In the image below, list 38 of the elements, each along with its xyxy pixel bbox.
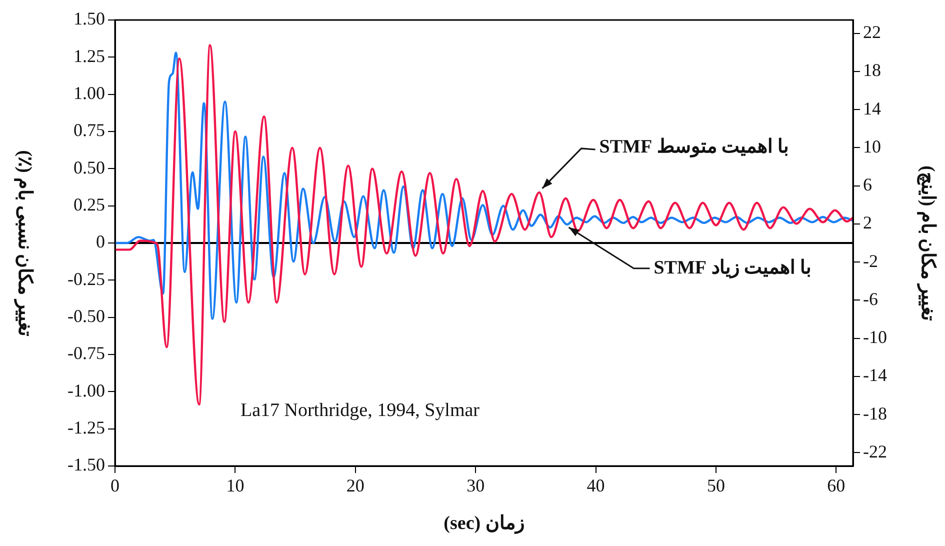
y-tick-label: 1.25: [74, 46, 105, 66]
y2-tick-label: 6: [863, 174, 872, 195]
y-tick-label: -1.50: [68, 454, 105, 475]
y-tick-label: -0.75: [68, 343, 105, 364]
annotation: La17 Northridge, 1994, Sylmar: [240, 400, 480, 421]
x-tick-label: 60: [827, 476, 846, 496]
y2-tick-label: 10: [863, 136, 881, 156]
y2-tick-label: 2: [863, 212, 872, 233]
y-tick-label: -0.50: [68, 306, 105, 326]
y2-tick-label: 22: [863, 22, 881, 42]
y2-tick-label: -22: [863, 441, 887, 462]
annotation: با اهمیت زیاد STMF: [654, 257, 811, 278]
y-tick-label: 0: [96, 232, 105, 252]
y2-tick-label: 18: [863, 60, 881, 80]
y2-tick-label: -10: [863, 327, 887, 348]
y2-tick-label: -14: [863, 365, 887, 386]
y-tick-label: 0.75: [74, 120, 105, 140]
y-tick-label: -1.25: [68, 418, 105, 438]
y2-tick-label: 14: [863, 98, 881, 118]
x-axis-title: زمان (sec): [444, 512, 524, 534]
y-tick-label: -1.00: [68, 380, 105, 400]
annotation: با اهمیت متوسط STMF: [599, 136, 788, 158]
y2-tick-label: -18: [863, 403, 887, 424]
x-tick-label: 10: [226, 476, 244, 496]
y-tick-label: -0.25: [68, 268, 105, 289]
y2-tick-label: -6: [863, 288, 878, 309]
y2-tick-label: -2: [863, 250, 878, 271]
x-tick-label: 40: [586, 476, 605, 496]
x-tick-label: 0: [110, 476, 120, 496]
y-tick-label: 1.00: [74, 83, 105, 104]
y-tick-label: 0.25: [74, 194, 105, 215]
y2-axis-title: تغییر مکان بام (اینچ): [917, 166, 938, 320]
y-tick-label: 1.50: [74, 8, 105, 29]
x-tick-label: 50: [706, 476, 725, 496]
y-tick-label: 0.50: [74, 157, 105, 178]
x-tick-label: 20: [346, 476, 364, 496]
x-tick-label: 30: [466, 476, 485, 496]
y-axis-title: تغییر مکان نسبی بام (٪): [14, 150, 36, 336]
